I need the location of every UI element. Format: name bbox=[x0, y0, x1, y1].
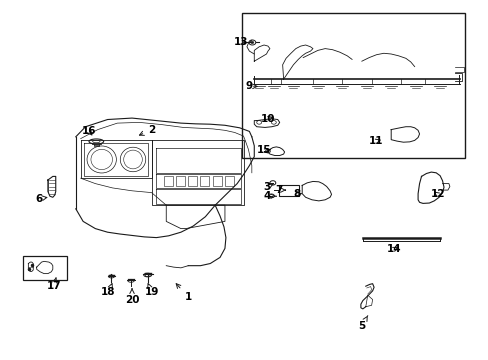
Bar bbox=[163, 176, 172, 186]
Text: 13: 13 bbox=[233, 37, 247, 48]
Text: 15: 15 bbox=[256, 145, 271, 155]
Text: 9: 9 bbox=[245, 81, 257, 91]
Bar bbox=[188, 176, 197, 186]
Text: 14: 14 bbox=[386, 244, 401, 254]
Text: 5: 5 bbox=[358, 316, 367, 331]
Text: 10: 10 bbox=[260, 114, 275, 124]
Bar bbox=[242, 13, 464, 158]
Bar bbox=[176, 176, 184, 186]
Text: 7: 7 bbox=[274, 185, 285, 195]
Bar bbox=[200, 176, 209, 186]
Text: 16: 16 bbox=[81, 126, 96, 136]
Text: 2: 2 bbox=[139, 125, 155, 135]
Text: 6: 6 bbox=[36, 194, 47, 204]
Circle shape bbox=[250, 41, 253, 44]
Text: 20: 20 bbox=[124, 289, 139, 305]
Text: 8: 8 bbox=[293, 189, 301, 199]
Text: 18: 18 bbox=[101, 284, 116, 297]
Text: 17: 17 bbox=[46, 278, 61, 291]
Text: 4: 4 bbox=[263, 191, 276, 201]
Bar bbox=[224, 176, 233, 186]
Text: 1: 1 bbox=[176, 284, 191, 302]
Text: 11: 11 bbox=[368, 136, 383, 146]
Text: 3: 3 bbox=[263, 182, 273, 192]
Bar bbox=[212, 176, 221, 186]
Text: 12: 12 bbox=[429, 189, 444, 199]
Text: 19: 19 bbox=[144, 284, 159, 297]
Bar bbox=[278, 185, 299, 196]
